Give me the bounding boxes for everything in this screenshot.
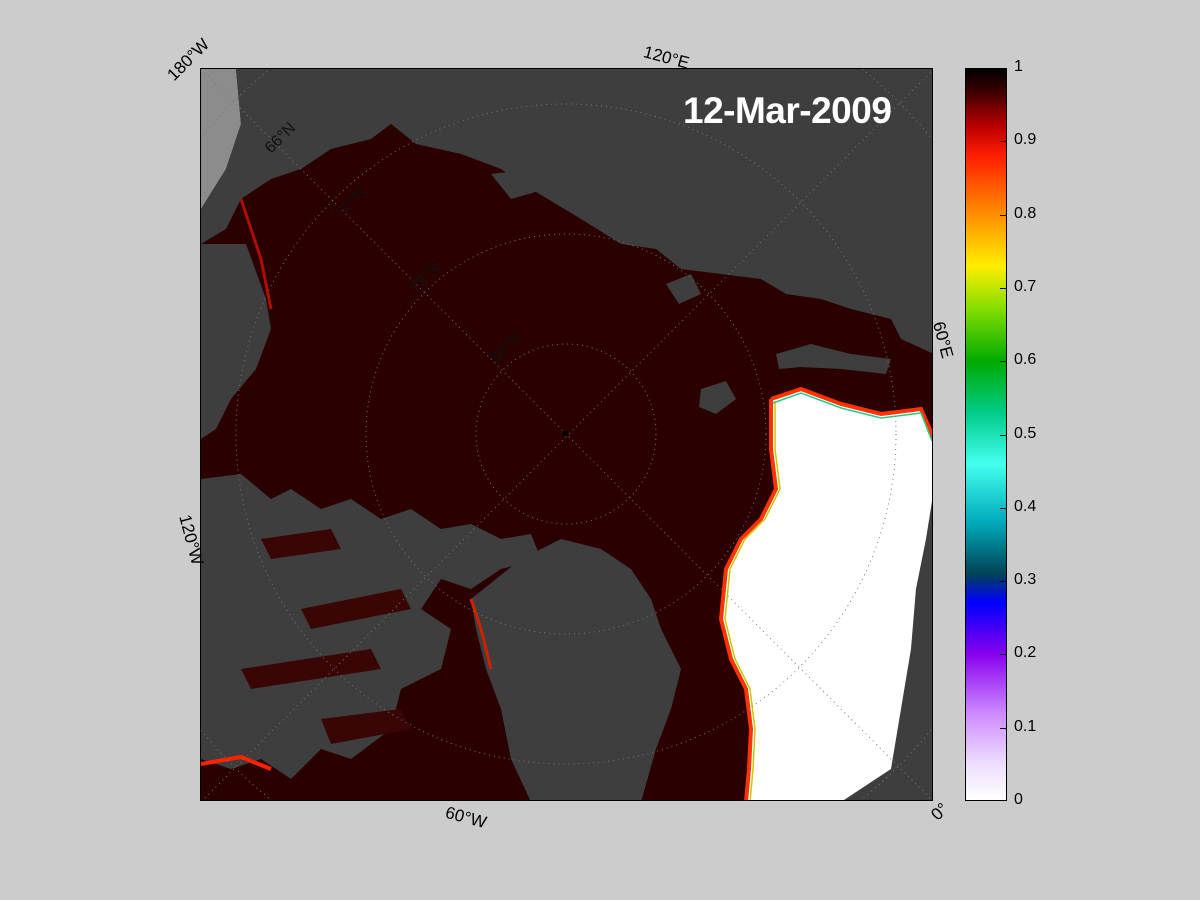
map-canvas: 66°N 72°N 78°N 84°N [201, 69, 932, 800]
open-water [721, 389, 932, 800]
colorbar-tick-label: 0.8 [1014, 204, 1037, 222]
edge-label-60w: 60°W [443, 802, 489, 833]
graticule-circle-84 [475, 343, 657, 525]
colorbar-tick-mark [1000, 214, 1006, 216]
graticule-circle-72 [235, 103, 897, 765]
land-severnaya [491, 169, 546, 199]
colorbar-tick-label: 0.1 [1014, 717, 1037, 735]
colorbar-tick-mark [1000, 361, 1006, 363]
colorbar-tick-mark [1000, 581, 1006, 583]
ice-edge-barents [770, 386, 932, 440]
ice-edge-main [718, 399, 779, 800]
coastal-ice-bottom-left [201, 754, 272, 771]
edge-label-0: 0° [927, 799, 953, 825]
ice-edge-barents-inner [772, 392, 932, 442]
land-gray-region [201, 69, 241, 209]
colorbar-tick-label: 0.7 [1014, 277, 1037, 295]
colorbar-tick-label: 0.2 [1014, 644, 1037, 662]
date-label: 12-Mar-2009 [683, 90, 892, 131]
land-alaska [201, 69, 391, 244]
channel-2 [301, 589, 411, 629]
colorbar-tick-mark [1000, 287, 1006, 289]
north-pole-marker [563, 431, 568, 436]
ice-edge-inner [724, 401, 781, 800]
colorbar-tick-mark [1000, 654, 1006, 656]
colorbar-tick-label: 0.4 [1014, 497, 1037, 515]
colorbar-tick-mark [1000, 434, 1006, 436]
colorbar-tick-label: 0.5 [1014, 424, 1037, 442]
coastal-ice-alaska [239, 198, 273, 310]
sea-ice-map: 66°N 72°N 78°N 84°N [200, 68, 933, 801]
graticule [201, 69, 932, 800]
coastal-ice-greenland [469, 598, 493, 670]
land-alaska-west [201, 244, 271, 439]
colorbar-tick-label: 1 [1014, 58, 1023, 75]
colorbar-tick-mark [1000, 727, 1006, 729]
channel-4 [321, 709, 411, 744]
land-greenland [471, 539, 681, 800]
land-franz-josef [666, 274, 701, 304]
channel-3 [241, 649, 381, 689]
graticule-circle-78 [365, 233, 767, 635]
colorbar-tick-label: 0 [1014, 791, 1023, 808]
colorbar-tick-mark [1000, 507, 1006, 509]
land-novaya-zemlya [776, 344, 891, 374]
land-eurasia [391, 69, 932, 354]
colorbar-tick-label: 0.3 [1014, 571, 1037, 589]
land-scandinavia [844, 501, 932, 800]
land-svalbard [699, 381, 736, 414]
channel-1 [261, 529, 341, 559]
colorbar-tick-mark [1000, 141, 1006, 143]
colorbar-tick-label: 0.9 [1014, 131, 1037, 149]
colorbar-tick-label: 0.6 [1014, 351, 1037, 369]
